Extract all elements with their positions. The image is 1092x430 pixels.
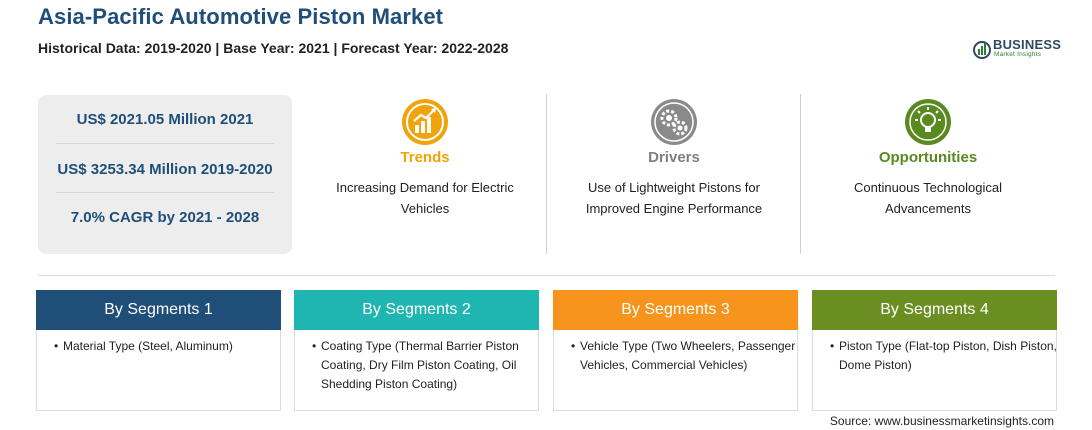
feature-description: Use of Lightweight Pistons for Improved … xyxy=(585,180,763,216)
segment-card-1: By Segments 1 • Material Type (Steel, Al… xyxy=(36,290,281,411)
segment-item-text: Material Type (Steel, Aluminum) xyxy=(63,339,233,353)
feature-title: Drivers xyxy=(648,149,700,166)
bullet-icon: • xyxy=(571,339,576,353)
lightbulb-icon xyxy=(905,99,951,145)
feature-trends: Trends Increasing Demand for Electric Ve… xyxy=(306,93,544,255)
market-stats-panel: US$ 2021.05 Million 2021 US$ 3253.34 Mil… xyxy=(38,95,292,254)
feature-title: Trends xyxy=(400,149,450,166)
segment-item: • Piston Type (Flat-top Piston, Dish Pis… xyxy=(830,337,1059,375)
segment-header: By Segments 4 xyxy=(812,290,1057,330)
logo-wordmark: BUSINESS xyxy=(993,37,1062,52)
segment-item: • Coating Type (Thermal Barrier Piston C… xyxy=(312,337,541,394)
trend-chart-icon xyxy=(402,99,448,145)
logo-tagline: Market Insights xyxy=(994,51,1042,58)
column-divider xyxy=(546,94,547,254)
feature-description: Increasing Demand for Electric Vehicles xyxy=(336,180,514,216)
segment-item: • Material Type (Steel, Aluminum) xyxy=(54,337,283,356)
gears-icon xyxy=(651,99,697,145)
feature-description: Continuous Technological Advancements xyxy=(854,180,1002,216)
stat-divider xyxy=(56,192,274,193)
segment-header: By Segments 1 xyxy=(36,290,281,330)
globe-logo-icon xyxy=(973,41,991,59)
feature-drivers: Drivers Use of Lightweight Pistons for I… xyxy=(555,93,793,255)
feature-title: Opportunities xyxy=(878,149,978,166)
bullet-icon: • xyxy=(830,339,835,353)
segment-card-4: By Segments 4 • Piston Type (Flat-top Pi… xyxy=(812,290,1057,411)
page-subtitle: Historical Data: 2019-2020 | Base Year: … xyxy=(38,40,509,56)
segment-item-text: Piston Type (Flat-top Piston, Dish Pisto… xyxy=(839,339,1057,372)
bullet-icon: • xyxy=(54,339,59,353)
segment-item-text: Coating Type (Thermal Barrier Piston Coa… xyxy=(321,339,519,391)
source-citation: Source: www.businessmarketinsights.com xyxy=(829,414,1054,428)
stat-market-size-2021: US$ 2021.05 Million 2021 xyxy=(76,111,254,128)
bullet-icon: • xyxy=(312,339,317,353)
segment-item: • Vehicle Type (Two Wheelers, Passenger … xyxy=(571,337,800,375)
column-divider xyxy=(800,94,801,254)
section-divider xyxy=(38,275,1055,276)
segment-card-3: By Segments 3 • Vehicle Type (Two Wheele… xyxy=(553,290,798,411)
stat-divider xyxy=(56,143,274,144)
segment-header: By Segments 2 xyxy=(294,290,539,330)
stat-cagr: 7.0% CAGR by 2021 - 2028 xyxy=(70,209,260,226)
segment-item-text: Vehicle Type (Two Wheelers, Passenger Ve… xyxy=(580,339,796,372)
stat-market-size-historical: US$ 3253.34 Million 2019-2020 xyxy=(57,161,273,178)
page-title: Asia-Pacific Automotive Piston Market xyxy=(38,4,444,29)
feature-opportunities: Opportunities Continuous Technological A… xyxy=(809,93,1047,255)
segment-card-2: By Segments 2 • Coating Type (Thermal Ba… xyxy=(294,290,539,411)
segment-header: By Segments 3 xyxy=(553,290,798,330)
company-logo: BUSINESS Market Insights xyxy=(972,36,1062,62)
